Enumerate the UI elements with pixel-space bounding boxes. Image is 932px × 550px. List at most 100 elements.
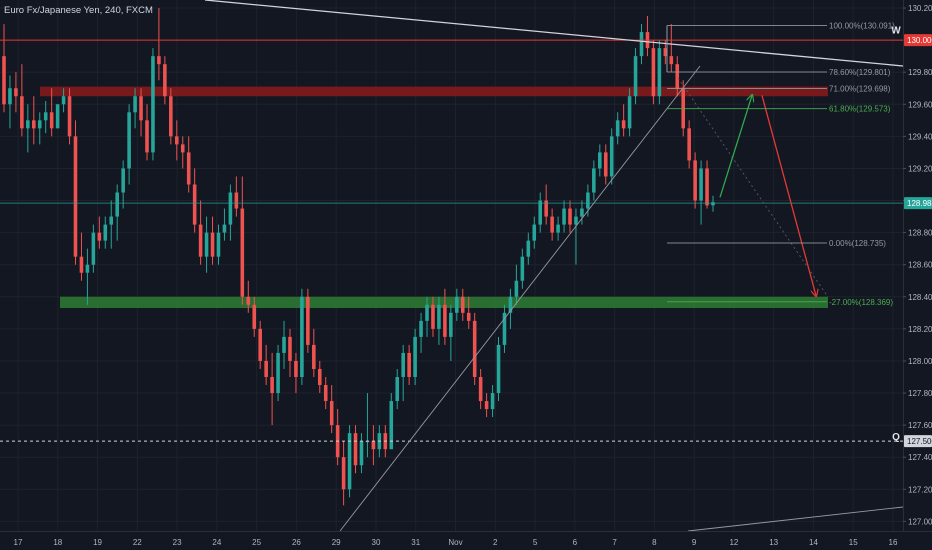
candle-body	[300, 296, 304, 377]
candle-body	[306, 296, 310, 345]
candle-body	[341, 457, 346, 490]
candle-body	[228, 192, 233, 225]
candle-body	[246, 296, 251, 305]
candle-body	[49, 112, 54, 129]
resistance-zone	[40, 86, 828, 97]
price-tag-resistance-background	[904, 34, 932, 47]
projection-up-arrow	[719, 95, 752, 198]
candle-body	[526, 240, 531, 257]
time-tick-label: 7	[612, 538, 617, 547]
candle-body	[633, 56, 638, 97]
time-tick-label: 15	[849, 538, 858, 547]
price-tick-label: 128.400	[908, 293, 932, 302]
price-tick-label: 129.400	[908, 132, 932, 141]
time-tick-label: 13	[769, 538, 778, 547]
candle-body	[466, 312, 471, 321]
time-tick-label: 25	[252, 538, 261, 547]
time-tick-label: 30	[372, 538, 381, 547]
candle-body	[192, 184, 197, 225]
candle-body	[496, 344, 501, 394]
candle-body	[568, 208, 572, 225]
candle-body	[2, 56, 6, 105]
candle-body	[419, 320, 423, 337]
candle-body	[43, 112, 48, 121]
candle-body	[204, 232, 209, 257]
candle-body	[699, 168, 703, 201]
price-zones	[40, 86, 828, 309]
price-tick-label: 128.200	[908, 325, 932, 334]
candle-body	[544, 200, 548, 217]
candle-body	[562, 208, 566, 225]
candle-body	[455, 296, 459, 313]
candle-body	[502, 312, 507, 345]
candle-body	[133, 96, 137, 113]
candle-body	[657, 48, 662, 97]
symbol-title: Euro Fx/Japanese Yen, 240, FXCM	[4, 5, 153, 16]
candles-layer	[2, 8, 715, 506]
time-tick-label: 2	[493, 538, 498, 547]
price-tag-resistance: 130.000	[907, 36, 932, 45]
time-tick-label: 24	[212, 538, 221, 547]
drawing-overlays: WQ	[0, 0, 904, 532]
candle-body	[157, 56, 161, 65]
price-tick-label: 127.800	[908, 389, 932, 398]
time-tick-label: 22	[133, 538, 142, 547]
candle-body	[574, 216, 578, 225]
candle-body	[139, 96, 143, 121]
candle-body	[711, 202, 715, 206]
candle-body	[490, 393, 495, 410]
candle-body	[294, 360, 298, 377]
candle-body	[407, 352, 411, 377]
candle-body	[103, 224, 108, 241]
candle-body	[73, 136, 78, 257]
candle-body	[431, 304, 435, 329]
candle-body	[353, 433, 358, 466]
price-tag-current: 128.984	[907, 199, 932, 208]
price-tag-support-background	[904, 435, 932, 448]
candle-body	[55, 104, 60, 129]
time-tick-label: Nov	[448, 538, 462, 547]
candle-body	[145, 120, 149, 153]
candle-body	[598, 152, 602, 169]
candle-body	[603, 152, 608, 177]
candle-body	[472, 320, 477, 377]
fib-level-label: -27.00%(128.369)	[829, 298, 893, 307]
price-tick-label: 129.200	[908, 164, 932, 173]
fibonacci-levels: 100.00%(130.091) 78.60%(129.801) 71.00%(12…	[666, 22, 895, 307]
candle-body	[615, 120, 620, 137]
time-tick-label: 16	[889, 538, 898, 547]
candle-body	[508, 296, 513, 313]
candle-body	[26, 120, 30, 129]
projection-down-arrow	[761, 95, 816, 295]
candle-body	[127, 112, 131, 169]
time-axis[interactable]: 17 18 19 22 23 24 25 26 29 30 31 Nov 2 5 6 7 8 9 12 13 14 15 1…	[0, 531, 932, 548]
time-tick-label: 5	[533, 538, 538, 547]
price-tag-support: 127.500	[907, 437, 932, 446]
time-tick-label: 14	[809, 538, 818, 547]
price-axis[interactable]: 130.200129.800129.600129.400129.200129.0…	[903, 0, 932, 550]
price-tick-label: 128.600	[908, 261, 932, 270]
fib-level-label: 78.60%(129.801)	[829, 68, 891, 77]
candle-body	[163, 64, 167, 97]
candle-body	[621, 120, 626, 129]
candle-body	[264, 360, 268, 377]
candle-body	[151, 56, 155, 153]
price-tick-label: 129.600	[908, 100, 932, 109]
candle-body	[586, 192, 590, 209]
candle-body	[687, 128, 691, 161]
candle-body	[67, 96, 72, 137]
candle-body	[8, 88, 12, 105]
candle-body	[61, 96, 66, 105]
candle-body	[550, 216, 554, 233]
fib-level-label: 0.00%(128.735)	[829, 239, 886, 248]
candle-body	[91, 232, 96, 265]
candle-body	[329, 401, 334, 426]
candle-body	[705, 168, 709, 206]
candle-body	[323, 385, 328, 402]
candle-body	[79, 256, 84, 273]
price-tag-current-background	[904, 197, 932, 210]
candle-body	[32, 120, 36, 129]
candle-body	[216, 232, 221, 257]
candle-body	[109, 216, 114, 225]
